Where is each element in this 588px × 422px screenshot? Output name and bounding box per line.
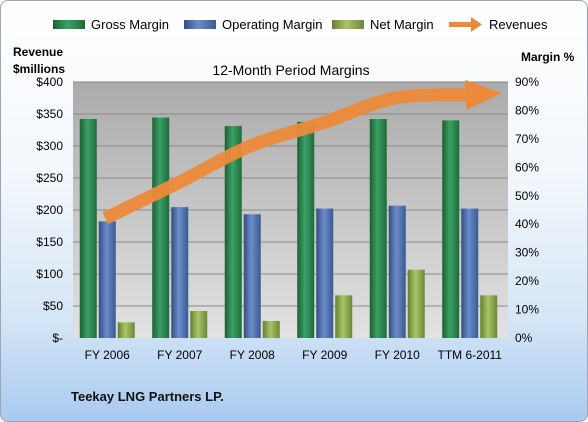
category-label: FY 2006 [85, 348, 130, 362]
bar-net-margin [407, 269, 425, 338]
right-tick-label: 90% [515, 75, 539, 89]
left-tick-label: $50 [43, 299, 63, 313]
company-name: Teekay LNG Partners LP. [71, 389, 224, 404]
bar-operating-margin [316, 208, 334, 338]
right-tick-label: 20% [515, 274, 539, 288]
category-label: TTM 6-2011 [438, 348, 503, 362]
chart-title: 12-Month Period Margins [212, 62, 369, 78]
right-tick-label: 70% [515, 132, 539, 146]
left-tick-label: $300 [36, 139, 63, 153]
legend-label-gross: Gross Margin [91, 17, 169, 32]
left-tick-label: $400 [36, 75, 63, 89]
bar-gross-margin [152, 117, 170, 338]
left-tick-label: $250 [36, 171, 63, 185]
legend-label-net: Net Margin [370, 17, 434, 32]
bar-net-margin [190, 310, 208, 338]
category-label: FY 2009 [302, 348, 347, 362]
bar-gross-margin [442, 120, 460, 339]
right-tick-label: 50% [515, 189, 539, 203]
bar-operating-margin [461, 208, 479, 338]
legend-label-operating: Operating Margin [222, 17, 322, 32]
left-tick-label: $200 [36, 203, 63, 217]
bar-gross-margin [297, 121, 315, 338]
bar-operating-margin [171, 207, 189, 338]
left-tick-label: $350 [36, 107, 63, 121]
right-tick-label: 60% [515, 160, 539, 174]
left-tick-label: $- [52, 331, 63, 345]
bar-net-margin [262, 320, 280, 338]
left-tick-label: $100 [36, 267, 63, 281]
right-tick-label: 30% [515, 246, 539, 260]
left-tick-label: $150 [36, 235, 63, 249]
category-label: FY 2008 [230, 348, 275, 362]
legend: Gross Margin Operating Margin Net Margin… [53, 17, 548, 32]
left-axis-label-line1: Revenue [13, 45, 63, 59]
legend-swatch-gross [53, 20, 85, 29]
revenues-line [102, 79, 502, 225]
right-axis-label: Margin % [521, 50, 575, 64]
legend-swatch-operating [184, 20, 216, 29]
legend-swatch-net [332, 20, 364, 29]
bar-operating-margin [388, 205, 406, 338]
legend-swatch-revenues [449, 17, 482, 32]
bar-net-margin [117, 322, 135, 338]
left-axis-label-line2: $millions [13, 62, 65, 76]
right-tick-label: 40% [515, 217, 539, 231]
bar-gross-margin [79, 118, 97, 338]
category-label: FY 2010 [375, 348, 420, 362]
right-tick-label: 0% [515, 331, 533, 345]
revenues-arrowhead [465, 79, 502, 110]
bar-net-margin [335, 295, 353, 338]
bars [79, 117, 498, 339]
bar-net-margin [480, 295, 498, 338]
right-axis-ticks: 0% 10% 20% 30% 40% 50% 60% 70% 80% 90% [515, 75, 539, 345]
gridlines [73, 81, 508, 307]
bar-gross-margin [369, 118, 387, 338]
left-axis-ticks: $- $50 $100 $150 $200 $250 $300 $350 $400 [36, 75, 63, 345]
right-tick-label: 10% [515, 303, 539, 317]
legend-label-revenues: Revenues [489, 17, 548, 32]
category-label: FY 2007 [157, 348, 202, 362]
bar-operating-margin [98, 221, 116, 338]
bar-operating-margin [243, 214, 261, 338]
category-labels: FY 2006 FY 2007 FY 2008 FY 2009 FY 2010 TTM 6… [85, 348, 503, 362]
bar-gross-margin [224, 126, 242, 338]
revenues-line-path [102, 88, 469, 225]
right-tick-label: 80% [515, 103, 539, 117]
